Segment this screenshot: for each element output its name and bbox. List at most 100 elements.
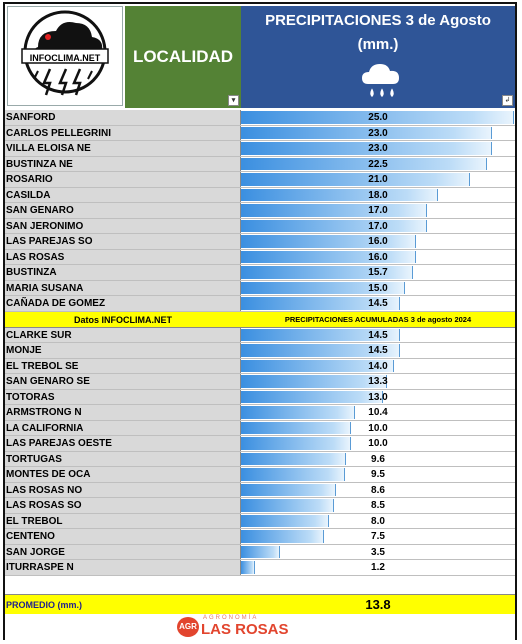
- data-label: 15.7: [368, 267, 388, 278]
- value-cell: 16.0: [241, 249, 515, 264]
- value-cell: 10.4: [241, 405, 515, 420]
- value-cell: 14.5: [241, 296, 515, 311]
- value-cell: 13.3: [241, 374, 515, 389]
- precipitation-bar: [241, 188, 438, 201]
- station-name: BUSTINZA: [5, 265, 241, 280]
- value-cell: 15.7: [241, 265, 515, 280]
- precipitation-bar: [241, 561, 256, 574]
- value-cell: 8.5: [241, 498, 515, 513]
- value-cell: 3.5: [241, 544, 515, 559]
- chart-title: PRECIPITACIONES 3 de Agosto: [265, 12, 491, 29]
- value-cell: 16.0: [241, 234, 515, 249]
- station-name: SAN GENARO: [5, 203, 241, 218]
- data-label: 17.0: [368, 205, 388, 216]
- value-cell: 10.0: [241, 436, 515, 451]
- value-cell: 23.0: [241, 141, 515, 156]
- data-label: 22.5: [368, 158, 388, 170]
- chart-unit: (mm.): [357, 36, 399, 53]
- table-row: MARIA SUSANA 15.0: [5, 280, 515, 296]
- precipitation-bar: [241, 421, 351, 434]
- precipitation-bar: [241, 359, 395, 372]
- precipitation-bar: [241, 281, 406, 294]
- data-label: 15.0: [368, 282, 388, 294]
- data-label: 13.3: [368, 376, 388, 387]
- table-row: LA CALIFORNIA 10.0: [5, 420, 515, 436]
- value-cell: 17.0: [241, 203, 515, 218]
- table-row: SAN JERONIMO 17.0: [5, 218, 515, 234]
- precipitation-bar: [241, 452, 347, 465]
- storm-cloud-logo-icon: [21, 10, 109, 96]
- data-label: 14.5: [368, 329, 388, 341]
- value-cell: 25.0: [241, 110, 515, 125]
- value-cell: 22.5: [241, 156, 515, 171]
- source-label: Datos INFOCLIMA.NET: [74, 314, 172, 325]
- table-row: SAN GENARO SE 13.3: [5, 374, 515, 390]
- title-header: PRECIPITACIONES 3 de Agosto (mm.) ↲: [241, 6, 515, 108]
- rain-cloud-icon: [362, 64, 399, 98]
- precipitation-bar: [241, 483, 336, 496]
- value-cell: 1.2: [241, 560, 515, 575]
- data-label: 18.0: [368, 189, 388, 201]
- data-label: 10.0: [368, 438, 388, 449]
- precipitation-bar: [241, 204, 427, 217]
- value-cell: 9.6: [241, 451, 515, 466]
- station-name: BUSTINZA NE: [5, 156, 241, 171]
- precipitation-bar: [241, 514, 330, 527]
- table-row: SAN JORGE 3.5: [5, 544, 515, 560]
- station-name: LAS PAREJAS OESTE: [5, 436, 241, 451]
- precipitation-bar: [241, 173, 471, 186]
- infoclima-logo: INFOCLIMA.NET: [7, 6, 123, 106]
- precipitation-bar: [241, 219, 427, 232]
- data-label: 21.0: [368, 174, 388, 185]
- precipitation-bar: [241, 157, 487, 170]
- table-row: LAS ROSAS 16.0: [5, 249, 515, 265]
- data-label: 16.0: [368, 236, 388, 247]
- brand-name: LAS ROSAS: [201, 621, 289, 638]
- table-row: ARMSTRONG N 10.4: [5, 405, 515, 421]
- data-label: 25.0: [368, 112, 388, 123]
- logo-text: INFOCLIMA.NET: [29, 53, 101, 63]
- table-row: TORTUGAS 9.6: [5, 451, 515, 467]
- station-name: VILLA ELOISA NE: [5, 141, 241, 156]
- data-label: 14.0: [368, 360, 388, 372]
- station-name: MONTES DE OCA: [5, 467, 241, 482]
- precipitation-bar: [241, 499, 335, 512]
- data-label: 14.5: [368, 298, 388, 309]
- station-name: EL TREBOL: [5, 513, 241, 528]
- value-cell: 8.6: [241, 482, 515, 497]
- report-frame: INFOCLIMA.NET LOCALIDAD ▾ PRECIPITACIONE…: [3, 2, 517, 640]
- value-cell: 14.5: [241, 327, 515, 342]
- value-cell: 14.0: [241, 358, 515, 373]
- data-label: 10.4: [368, 407, 388, 418]
- data-label: 1.2: [371, 562, 385, 573]
- station-name: TOTORAS: [5, 389, 241, 404]
- station-name: CAÑADA DE GOMEZ: [5, 296, 241, 311]
- value-cell: 14.5: [241, 343, 515, 358]
- table-row: LAS PAREJAS SO 16.0: [5, 234, 515, 250]
- table-row: BUSTINZA NE 22.5: [5, 156, 515, 172]
- filter-dropdown-icon[interactable]: ▾: [228, 95, 239, 106]
- table-row: ITURRASPE N 1.2: [5, 560, 515, 576]
- value-cell: 18.0: [241, 187, 515, 202]
- station-name: LA CALIFORNIA: [5, 420, 241, 435]
- station-name: LAS ROSAS NO: [5, 482, 241, 497]
- value-cell: 9.5: [241, 467, 515, 482]
- precipitation-bar: [241, 297, 400, 310]
- precipitation-bar: [241, 390, 384, 403]
- data-label: 8.0: [371, 515, 385, 527]
- table-row: SAN GENARO 17.0: [5, 203, 515, 219]
- station-name: SAN GENARO SE: [5, 374, 241, 389]
- precipitation-bar: [241, 111, 514, 124]
- precipitation-bar: [241, 545, 281, 558]
- precipitation-bar: [241, 126, 493, 139]
- table-row: MONTES DE OCA 9.5: [5, 467, 515, 483]
- table-row: CASILDA 18.0: [5, 187, 515, 203]
- location-label: LOCALIDAD: [132, 47, 234, 66]
- station-name: CARLOS PELLEGRINI: [5, 125, 241, 140]
- data-label: 10.0: [368, 422, 388, 434]
- table-row: LAS ROSAS SO 8.5: [5, 498, 515, 514]
- table-row: BUSTINZA 15.7: [5, 265, 515, 281]
- filter-dropdown-icon[interactable]: ↲: [502, 95, 513, 106]
- table-row: MONJE 14.5: [5, 343, 515, 359]
- precipitation-bar: [241, 142, 493, 155]
